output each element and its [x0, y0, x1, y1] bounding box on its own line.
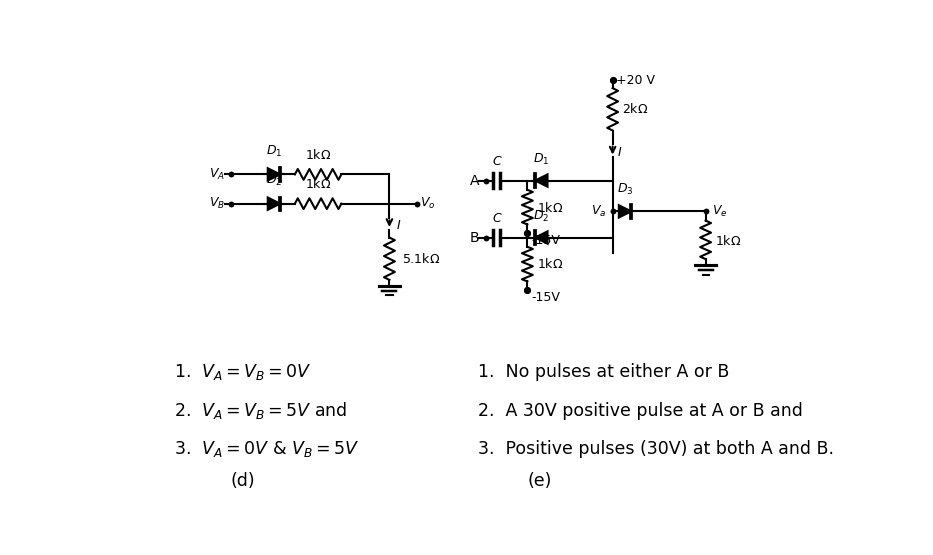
- Text: 1.  No pulses at either A or B: 1. No pulses at either A or B: [479, 363, 730, 381]
- Text: $V_A$: $V_A$: [209, 167, 225, 182]
- Text: $V_o$: $V_o$: [421, 196, 436, 211]
- Text: C: C: [492, 155, 501, 168]
- Text: $D_1$: $D_1$: [266, 144, 282, 159]
- Text: 1k$\Omega$: 1k$\Omega$: [305, 148, 331, 162]
- Text: $I$: $I$: [618, 147, 622, 159]
- Text: (e): (e): [527, 472, 551, 490]
- Text: 3.  Positive pulses (30V) at both A and B.: 3. Positive pulses (30V) at both A and B…: [479, 440, 834, 458]
- Text: $V_e$: $V_e$: [712, 204, 728, 219]
- Polygon shape: [268, 198, 280, 210]
- Text: 2.  $V_A = V_B = 5V$ and: 2. $V_A = V_B = 5V$ and: [174, 400, 348, 421]
- Text: -15V: -15V: [531, 234, 560, 248]
- Text: A: A: [470, 174, 480, 188]
- Text: (d): (d): [230, 472, 256, 490]
- Text: $D_2$: $D_2$: [533, 209, 550, 224]
- Text: $D_1$: $D_1$: [533, 152, 550, 166]
- Text: B: B: [469, 230, 480, 245]
- Text: 2.  A 30V positive pulse at A or B and: 2. A 30V positive pulse at A or B and: [479, 402, 803, 420]
- Text: 5.1k$\Omega$: 5.1k$\Omega$: [402, 252, 440, 266]
- Text: $V_B$: $V_B$: [209, 196, 225, 211]
- Text: 2k$\Omega$: 2k$\Omega$: [622, 102, 648, 116]
- Text: +20 V: +20 V: [617, 74, 656, 87]
- Text: $D_2$: $D_2$: [266, 173, 282, 188]
- Text: $I$: $I$: [396, 219, 401, 232]
- Polygon shape: [268, 168, 280, 180]
- Polygon shape: [536, 174, 548, 186]
- Text: $D_3$: $D_3$: [617, 183, 634, 198]
- Text: 3.  $V_A = 0V$ & $V_B = 5V$: 3. $V_A = 0V$ & $V_B = 5V$: [174, 439, 359, 459]
- Text: 1k$\Omega$: 1k$\Omega$: [536, 200, 563, 215]
- Text: $V_a$: $V_a$: [592, 204, 606, 219]
- Text: 1k$\Omega$: 1k$\Omega$: [715, 234, 741, 248]
- Polygon shape: [619, 205, 632, 218]
- Polygon shape: [536, 231, 548, 244]
- Text: -15V: -15V: [531, 291, 560, 305]
- Text: 1k$\Omega$: 1k$\Omega$: [305, 178, 331, 191]
- Text: C: C: [492, 212, 501, 225]
- Text: 1.  $V_A = V_B = 0V$: 1. $V_A = V_B = 0V$: [174, 362, 313, 382]
- Text: 1k$\Omega$: 1k$\Omega$: [536, 258, 563, 271]
